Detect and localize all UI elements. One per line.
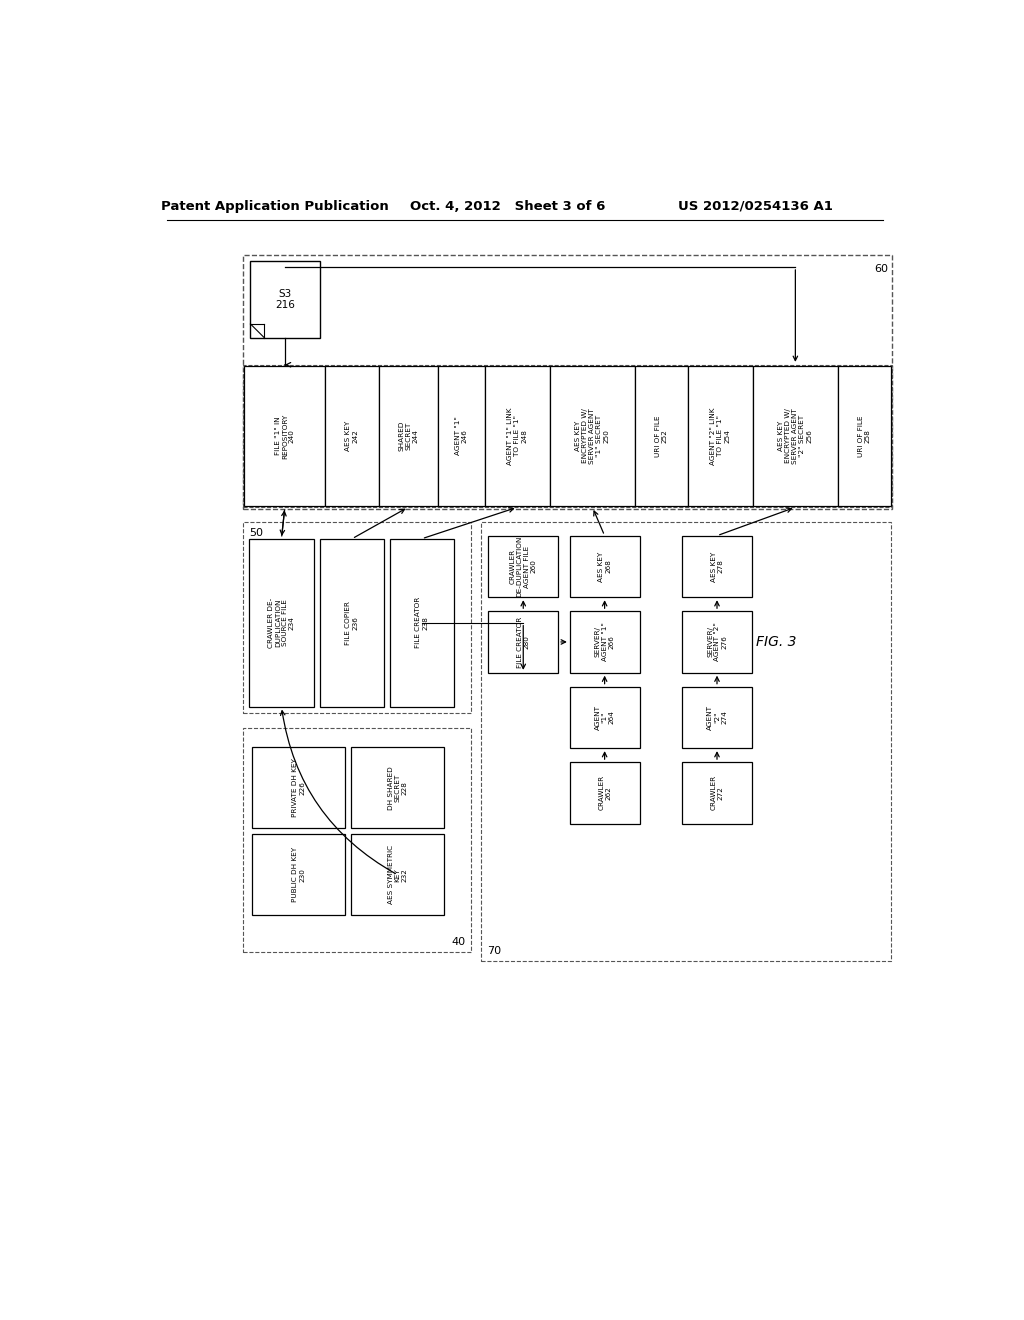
Bar	[326, 367, 379, 506]
Text: AES KEY
268: AES KEY 268	[598, 552, 611, 582]
Bar	[243, 364, 892, 507]
Text: PRIVATE DH KEY
226: PRIVATE DH KEY 226	[292, 759, 305, 817]
Bar	[754, 367, 838, 506]
Bar	[688, 367, 754, 506]
Text: SHARED
SECRET
244: SHARED SECRET 244	[398, 421, 418, 451]
Bar	[379, 367, 438, 506]
Text: AES KEY
ENCRYPTED W/
SERVER AGENT
"2" SECRET
256: AES KEY ENCRYPTED W/ SERVER AGENT "2" SE…	[778, 408, 812, 463]
Text: CRAWLER
262: CRAWLER 262	[598, 775, 611, 810]
Bar	[488, 611, 558, 673]
Bar	[321, 539, 384, 706]
Text: PUBLIC DH KEY
230: PUBLIC DH KEY 230	[292, 847, 305, 903]
Bar	[351, 747, 444, 829]
Bar	[249, 539, 314, 706]
Bar	[682, 762, 752, 824]
Bar	[550, 367, 635, 506]
Bar	[569, 762, 640, 824]
Text: AGENT
"1"
264: AGENT "1" 264	[595, 705, 614, 730]
Text: URI OF FILE
258: URI OF FILE 258	[857, 416, 870, 457]
Bar	[488, 536, 558, 598]
Bar	[243, 521, 471, 713]
Text: FILE CREATOR
238: FILE CREATOR 238	[415, 597, 428, 648]
Bar	[635, 367, 688, 506]
Text: 50: 50	[249, 528, 263, 539]
Bar	[569, 536, 640, 598]
Bar	[682, 536, 752, 598]
Text: FILE COPIER
236: FILE COPIER 236	[345, 601, 358, 644]
Text: 60: 60	[874, 264, 888, 273]
Text: AGENT "1" LINK
TO FILE "1"
248: AGENT "1" LINK TO FILE "1" 248	[508, 408, 527, 465]
Bar	[390, 539, 454, 706]
Bar	[438, 367, 484, 506]
Text: FIG. 3: FIG. 3	[756, 635, 797, 649]
Text: AGENT "2" LINK
TO FILE "1"
254: AGENT "2" LINK TO FILE "1" 254	[711, 408, 730, 465]
Text: SERVER/
AGENT "1"
266: SERVER/ AGENT "1" 266	[595, 623, 614, 661]
Text: AGENT "1"
246: AGENT "1" 246	[455, 417, 468, 455]
Text: DH SHARED
SECRET
228: DH SHARED SECRET 228	[388, 766, 408, 809]
Text: URI OF FILE
252: URI OF FILE 252	[654, 416, 668, 457]
Text: SERVER/
AGENT "2"
276: SERVER/ AGENT "2" 276	[707, 623, 727, 661]
Bar	[245, 367, 326, 506]
Text: AGENT
"2"
274: AGENT "2" 274	[707, 705, 727, 730]
Bar	[243, 729, 471, 952]
Text: US 2012/0254136 A1: US 2012/0254136 A1	[678, 199, 834, 213]
Text: CRAWLER
DE-DUPLICATION
AGENT FILE
260: CRAWLER DE-DUPLICATION AGENT FILE 260	[510, 536, 537, 597]
Bar	[252, 834, 345, 915]
Text: Oct. 4, 2012   Sheet 3 of 6: Oct. 4, 2012 Sheet 3 of 6	[410, 199, 605, 213]
Text: AES SYMMETRIC
KEY
232: AES SYMMETRIC KEY 232	[388, 845, 408, 904]
Text: FILE CREATOR
280: FILE CREATOR 280	[517, 616, 529, 668]
Text: CRAWLER
272: CRAWLER 272	[711, 775, 724, 810]
Bar	[243, 255, 892, 508]
Bar	[569, 611, 640, 673]
Bar	[569, 686, 640, 748]
Bar	[252, 747, 345, 829]
Bar	[484, 367, 550, 506]
Text: AES KEY
ENCRYPTED W/
SERVER AGENT
"1" SECRET
250: AES KEY ENCRYPTED W/ SERVER AGENT "1" SE…	[575, 408, 609, 463]
Text: 40: 40	[451, 937, 465, 948]
Bar	[251, 261, 321, 338]
Bar	[351, 834, 444, 915]
Text: 70: 70	[486, 946, 501, 957]
Bar	[682, 611, 752, 673]
Bar	[682, 686, 752, 748]
Text: S3
216: S3 216	[275, 289, 295, 310]
Bar	[838, 367, 891, 506]
Text: FILE "1" IN
REPOSITORY
240: FILE "1" IN REPOSITORY 240	[274, 413, 295, 458]
Text: CRAWLER DE-
DUPLICATION
SOURCE FILE
234: CRAWLER DE- DUPLICATION SOURCE FILE 234	[268, 598, 295, 648]
Text: Patent Application Publication: Patent Application Publication	[162, 199, 389, 213]
Bar	[480, 521, 891, 961]
Text: AES KEY
278: AES KEY 278	[711, 552, 724, 582]
Text: AES KEY
242: AES KEY 242	[345, 421, 358, 451]
